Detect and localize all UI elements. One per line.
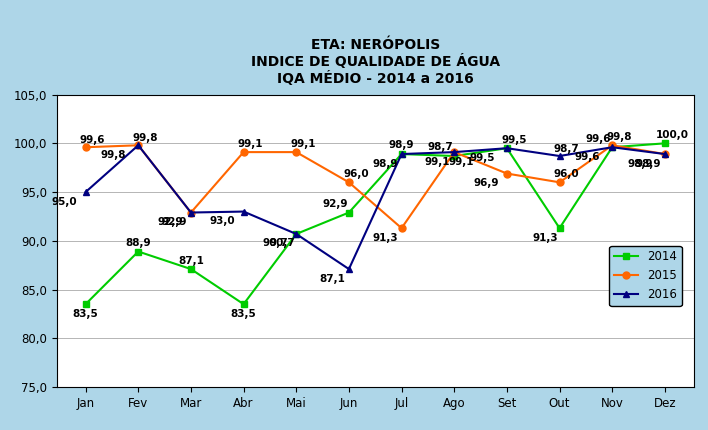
Title: ETA: NERÓPOLIS
INDICE DE QUALIDADE DE ÁGUA
IQA MÉDIO - 2014 a 2016: ETA: NERÓPOLIS INDICE DE QUALIDADE DE ÁG… bbox=[251, 38, 500, 86]
Text: 90,7: 90,7 bbox=[270, 239, 295, 249]
2014 bbox=[134, 249, 142, 254]
2014 bbox=[81, 301, 90, 307]
Text: 95,0: 95,0 bbox=[52, 197, 78, 206]
2016 bbox=[134, 143, 142, 148]
Text: 99,1: 99,1 bbox=[290, 138, 316, 148]
Text: 96,0: 96,0 bbox=[343, 169, 369, 179]
2016 bbox=[503, 146, 511, 151]
2016 bbox=[239, 209, 248, 214]
2014 bbox=[608, 144, 617, 150]
Text: 98,9: 98,9 bbox=[389, 141, 414, 150]
Text: 96,9: 96,9 bbox=[474, 178, 499, 188]
2016 bbox=[450, 150, 459, 155]
Text: 98,9: 98,9 bbox=[627, 159, 653, 169]
2015 bbox=[661, 151, 669, 157]
2015 bbox=[345, 180, 353, 185]
Text: 99,1: 99,1 bbox=[448, 157, 474, 166]
Text: 98,9: 98,9 bbox=[636, 159, 661, 169]
Text: 83,5: 83,5 bbox=[231, 309, 256, 319]
Text: 99,5: 99,5 bbox=[501, 135, 527, 144]
Line: 2014: 2014 bbox=[82, 140, 668, 307]
2014 bbox=[397, 151, 406, 157]
Line: 2016: 2016 bbox=[82, 142, 668, 273]
Text: 100,0: 100,0 bbox=[656, 130, 688, 140]
2016 bbox=[608, 144, 617, 150]
2014 bbox=[239, 301, 248, 307]
Text: 92,9: 92,9 bbox=[322, 199, 348, 209]
2014 bbox=[187, 267, 195, 272]
Legend: 2014, 2015, 2016: 2014, 2015, 2016 bbox=[609, 246, 682, 306]
2015 bbox=[555, 180, 564, 185]
Text: 98,7: 98,7 bbox=[428, 142, 453, 153]
2016 bbox=[555, 154, 564, 159]
2014 bbox=[292, 231, 300, 236]
Text: 99,5: 99,5 bbox=[469, 153, 495, 163]
2016 bbox=[292, 231, 300, 236]
Text: 96,0: 96,0 bbox=[554, 169, 579, 179]
Text: 90,7: 90,7 bbox=[263, 239, 288, 249]
Text: 99,1: 99,1 bbox=[238, 138, 263, 148]
2014 bbox=[503, 146, 511, 151]
2014 bbox=[450, 154, 459, 159]
Text: 99,6: 99,6 bbox=[80, 135, 105, 145]
Text: 99,1: 99,1 bbox=[425, 157, 450, 166]
Text: 87,1: 87,1 bbox=[178, 255, 204, 265]
Text: 99,6: 99,6 bbox=[586, 134, 611, 144]
Text: 99,8: 99,8 bbox=[132, 133, 158, 143]
2016 bbox=[345, 267, 353, 272]
2016 bbox=[187, 210, 195, 215]
Text: 99,6: 99,6 bbox=[574, 152, 600, 162]
2015 bbox=[450, 150, 459, 155]
2015 bbox=[397, 226, 406, 231]
2016 bbox=[397, 151, 406, 157]
Text: 98,9: 98,9 bbox=[372, 159, 398, 169]
Line: 2015: 2015 bbox=[82, 142, 668, 232]
2014 bbox=[555, 226, 564, 231]
Text: 87,1: 87,1 bbox=[319, 273, 346, 283]
Text: 91,3: 91,3 bbox=[372, 233, 398, 243]
Text: 99,8: 99,8 bbox=[101, 150, 126, 160]
2014 bbox=[661, 141, 669, 146]
Text: 92,9: 92,9 bbox=[157, 217, 183, 227]
Text: 92,9: 92,9 bbox=[161, 217, 187, 227]
2016 bbox=[81, 190, 90, 195]
2015 bbox=[239, 150, 248, 155]
2015 bbox=[292, 150, 300, 155]
2015 bbox=[503, 171, 511, 176]
Text: 93,0: 93,0 bbox=[210, 216, 236, 226]
2015 bbox=[134, 143, 142, 148]
Text: 83,5: 83,5 bbox=[73, 309, 98, 319]
2016 bbox=[661, 151, 669, 157]
Text: 91,3: 91,3 bbox=[533, 233, 559, 243]
2015 bbox=[187, 210, 195, 215]
Text: 88,9: 88,9 bbox=[125, 238, 151, 248]
2015 bbox=[81, 144, 90, 150]
2014 bbox=[345, 210, 353, 215]
Text: 98,7: 98,7 bbox=[554, 144, 579, 154]
2015 bbox=[608, 143, 617, 148]
Text: 99,8: 99,8 bbox=[607, 132, 632, 142]
